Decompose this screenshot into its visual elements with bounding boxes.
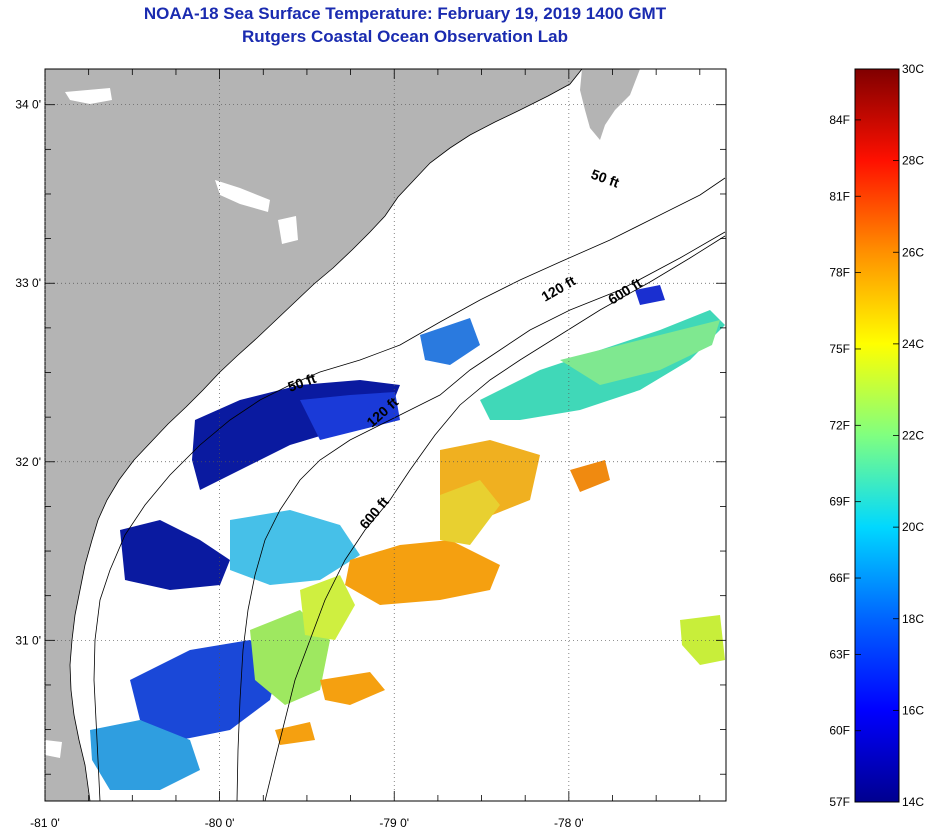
isobath-120ft bbox=[236, 231, 726, 801]
lake bbox=[45, 740, 62, 758]
land-mass bbox=[45, 69, 582, 801]
map-panel: 50 ft 50 ft 120 ft 120 ft 600 ft 600 ft … bbox=[15, 68, 727, 830]
lon-tick-label: -81 0' bbox=[30, 816, 60, 830]
isobaths bbox=[93, 177, 726, 801]
celsius-label: 22C bbox=[902, 429, 924, 443]
map-subtitle: Rutgers Coastal Ocean Observation Lab bbox=[242, 27, 568, 46]
lon-tick-label: -79 0' bbox=[379, 816, 409, 830]
celsius-label: 18C bbox=[902, 612, 924, 626]
lake bbox=[278, 216, 298, 244]
colorbar: 30C 28C 26C 24C 22C 20C 18C 16C 14C 84F 81F 78F 75F… bbox=[829, 62, 924, 809]
lake bbox=[65, 88, 112, 104]
fahrenheit-label: 81F bbox=[829, 189, 850, 203]
map-title: NOAA-18 Sea Surface Temperature: Februar… bbox=[143, 4, 667, 23]
celsius-label: 16C bbox=[902, 703, 924, 717]
celsius-label: 20C bbox=[902, 520, 924, 534]
celsius-label: 30C bbox=[902, 62, 924, 76]
axis-ticks bbox=[44, 69, 726, 801]
celsius-label: 26C bbox=[902, 245, 924, 259]
fahrenheit-label: 75F bbox=[829, 342, 850, 356]
graticule bbox=[44, 69, 726, 801]
fahrenheit-label: 69F bbox=[829, 495, 850, 509]
lon-tick-label: -80 0' bbox=[205, 816, 235, 830]
colorbar-gradient bbox=[854, 68, 900, 803]
fahrenheit-label: 57F bbox=[829, 795, 850, 809]
coastline bbox=[69, 69, 583, 801]
fahrenheit-label: 78F bbox=[829, 266, 850, 280]
fahrenheit-label: 60F bbox=[829, 724, 850, 738]
lake bbox=[215, 180, 270, 212]
celsius-label: 14C bbox=[902, 795, 924, 809]
lat-tick-label: 34 0' bbox=[15, 98, 41, 112]
colorbar-celsius-labels: 30C 28C 26C 24C 22C 20C 18C 16C 14C bbox=[893, 62, 924, 809]
map-frame bbox=[44, 68, 727, 802]
lon-tick-label: -78 0' bbox=[554, 816, 584, 830]
axis-tick-labels: -81 0' -80 0' -79 0' -78 0' 34 0' 33 0' 32 0' 3… bbox=[15, 98, 583, 830]
fahrenheit-label: 63F bbox=[829, 647, 850, 661]
fahrenheit-label: 66F bbox=[829, 571, 850, 585]
lat-tick-label: 33 0' bbox=[15, 276, 41, 290]
fahrenheit-label: 84F bbox=[829, 113, 850, 127]
celsius-label: 28C bbox=[902, 154, 924, 168]
lat-tick-label: 32 0' bbox=[15, 455, 41, 469]
celsius-label: 24C bbox=[902, 337, 924, 351]
sst-data-layer bbox=[90, 285, 725, 790]
lat-tick-label: 31 0' bbox=[15, 633, 41, 647]
isobath-50ft bbox=[93, 177, 726, 801]
fahrenheit-label: 72F bbox=[829, 418, 850, 432]
colorbar-fahrenheit-labels: 84F 81F 78F 75F 72F 69F 66F 63F 60F 57F bbox=[829, 113, 861, 809]
isobath-600ft bbox=[264, 235, 726, 801]
